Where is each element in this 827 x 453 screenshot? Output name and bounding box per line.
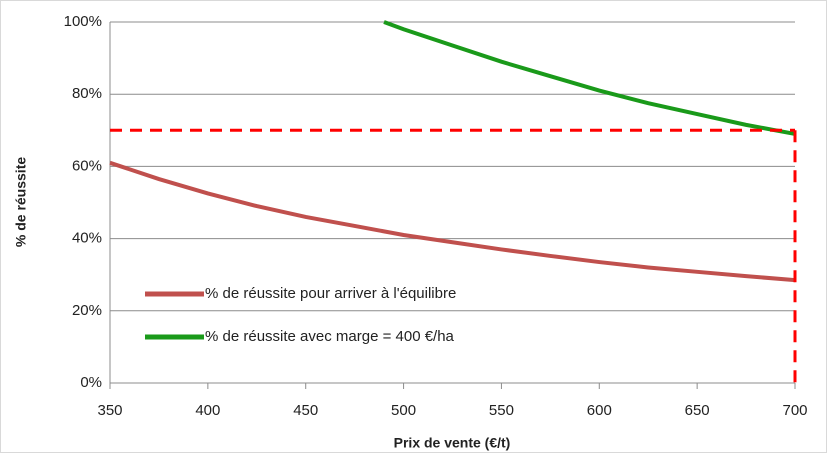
x-tick-label: 350 xyxy=(97,402,122,419)
y-tick-label: 60% xyxy=(72,157,102,174)
x-tick-label: 400 xyxy=(195,402,220,419)
y-tick-label: 0% xyxy=(80,374,102,391)
y-tick-label: 20% xyxy=(72,302,102,319)
x-tick-label: 650 xyxy=(685,402,710,419)
x-tick-label: 500 xyxy=(391,402,416,419)
x-axis-title: Prix de vente (€/t) xyxy=(394,435,511,451)
legend-label: % de réussite pour arriver à l'équilibre xyxy=(205,285,456,302)
series-line xyxy=(383,20,796,136)
x-tick-label: 450 xyxy=(293,402,318,419)
y-tick-label: 100% xyxy=(64,13,102,30)
x-tick-label: 550 xyxy=(489,402,514,419)
legend-label: % de réussite avec marge = 400 €/ha xyxy=(205,328,455,345)
series-line xyxy=(109,160,796,283)
x-tick-label: 600 xyxy=(587,402,612,419)
x-tick-label: 700 xyxy=(782,402,807,419)
y-axis-title: % de réussite xyxy=(13,157,29,247)
y-tick-label: 40% xyxy=(72,230,102,247)
y-tick-label: 80% xyxy=(72,85,102,102)
